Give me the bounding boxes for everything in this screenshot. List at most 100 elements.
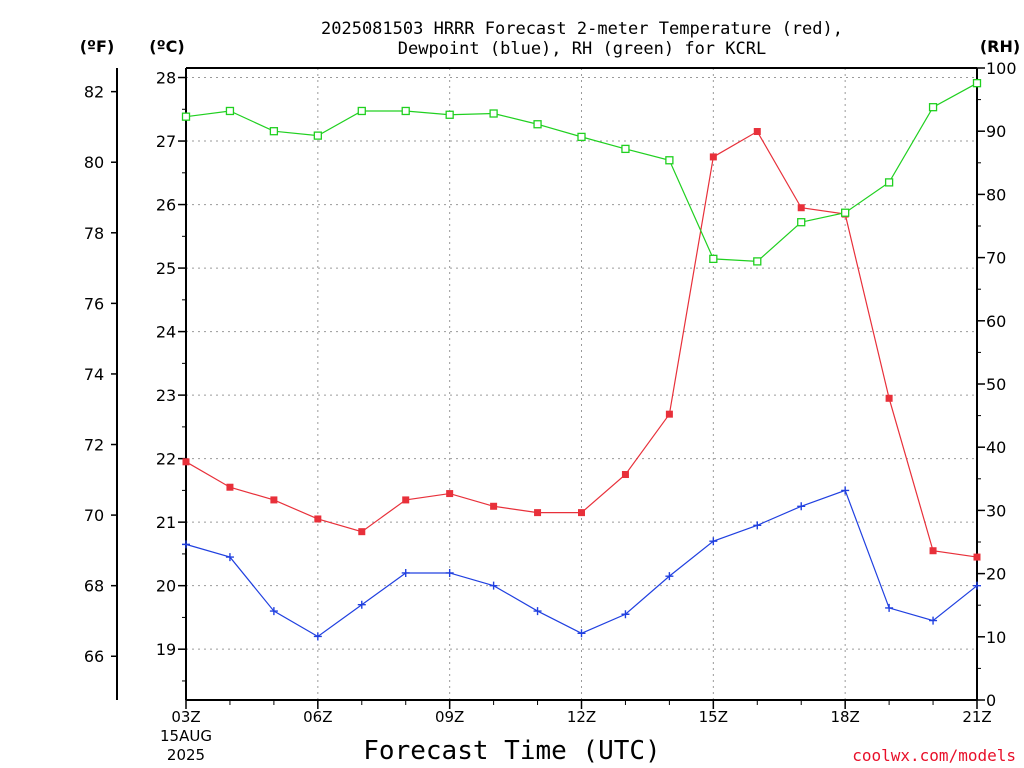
- rh-tick-label: 90: [986, 122, 1006, 141]
- x-tick-label: 12Z: [567, 708, 596, 726]
- rh-point: [225, 106, 235, 116]
- x-tick-date-label: 15AUG: [160, 727, 212, 745]
- rh-point: [181, 112, 191, 121]
- chart-title-line2: Dewpoint (blue), RH (green) for KCRL: [398, 39, 766, 59]
- x-tick-label: 21Z: [962, 708, 991, 726]
- temperature-point: [182, 458, 190, 466]
- rh-point: [709, 254, 718, 264]
- fahrenheit-tick-label: 80: [84, 153, 104, 172]
- fahrenheit-unit-label: (ºF): [80, 37, 115, 56]
- celsius-tick-label: 20: [156, 577, 176, 596]
- temperature-point: [358, 528, 366, 536]
- tick-labels: 19 20 21 22 23 24 25 26 27 28 66 68 70 72 74 76 78 80 82 0 1…: [84, 59, 1017, 764]
- temperature-point: [446, 490, 454, 498]
- rh-tick-label: 20: [986, 565, 1006, 584]
- rh-point: [928, 103, 938, 112]
- celsius-tick-label: 19: [156, 640, 176, 659]
- dewpoint-point: [577, 629, 586, 638]
- rh-point: [577, 132, 586, 142]
- dewpoint-point: [445, 568, 454, 577]
- rh-tick-label: 0: [986, 691, 996, 710]
- dewpoint-point: [621, 610, 630, 619]
- celsius-unit-label: (ºC): [149, 37, 184, 56]
- grid-lines: [185, 68, 978, 700]
- celsius-tick-label: 28: [156, 69, 176, 88]
- temperature-point: [885, 394, 893, 402]
- temperature-point: [490, 502, 498, 510]
- dewpoint-point: [357, 600, 366, 609]
- temperature-point: [929, 547, 937, 555]
- dewpoint-point: [489, 581, 498, 590]
- x-tick-year-label: 2025: [167, 746, 205, 764]
- series-line-2: [185, 82, 978, 263]
- dewpoint-point: [269, 607, 278, 616]
- dewpoint-point: [797, 502, 806, 511]
- dewpoint-point: [182, 540, 190, 549]
- dewpoint-point: [929, 616, 938, 625]
- x-tick-label: 09Z: [435, 708, 464, 726]
- series-layer: [181, 79, 982, 641]
- fahrenheit-tick-label: 72: [84, 436, 104, 455]
- temperature-point: [314, 515, 322, 523]
- rh-point: [313, 131, 322, 140]
- temperature-point: [402, 496, 410, 504]
- credit-text: coolwx.com/models: [852, 746, 1016, 765]
- rh-tick-label: 70: [986, 249, 1006, 268]
- celsius-tick-label: 24: [156, 323, 176, 342]
- dewpoint-point: [885, 603, 894, 612]
- rh-tick-label: 60: [986, 312, 1006, 331]
- rh-point: [841, 208, 850, 217]
- celsius-tick-label: 22: [156, 450, 176, 469]
- rh-point: [621, 144, 630, 154]
- celsius-tick-label: 26: [156, 196, 176, 215]
- fahrenheit-tick-label: 82: [84, 83, 104, 102]
- celsius-tick-label: 27: [156, 132, 176, 151]
- temperature-point: [578, 509, 585, 517]
- rh-point: [797, 218, 806, 227]
- celsius-tick-label: 25: [156, 259, 176, 278]
- rh-point: [753, 257, 762, 266]
- temperature-point: [621, 471, 629, 479]
- fahrenheit-tick-label: 78: [84, 224, 104, 243]
- rh-point: [357, 106, 366, 116]
- temperature-point: [709, 153, 717, 161]
- rh-tick-label: 50: [986, 375, 1006, 394]
- temperature-point: [226, 483, 234, 491]
- dewpoint-point: [709, 537, 718, 546]
- rh-point: [445, 110, 454, 119]
- x-tick-label: 15Z: [699, 708, 728, 726]
- temperature-point: [973, 553, 981, 561]
- dewpoint-point: [313, 632, 322, 641]
- temperature-point: [270, 496, 278, 504]
- fahrenheit-tick-label: 68: [84, 577, 104, 596]
- x-tick-label: 03Z: [171, 708, 200, 726]
- rh-point: [972, 79, 982, 88]
- rh-tick-label: 80: [986, 185, 1006, 204]
- celsius-tick-label: 23: [156, 386, 176, 405]
- dewpoint-point: [225, 553, 234, 562]
- temperature-point: [753, 128, 761, 136]
- rh-point: [269, 127, 279, 136]
- axes: [116, 67, 978, 701]
- fahrenheit-tick-label: 66: [84, 647, 104, 666]
- dewpoint-point: [533, 607, 542, 616]
- temperature-point: [534, 509, 542, 517]
- rh-point: [533, 120, 542, 129]
- x-tick-label: 06Z: [303, 708, 332, 726]
- dewpoint-point: [401, 568, 410, 577]
- rh-point: [401, 106, 410, 116]
- rh-tick-label: 30: [986, 501, 1006, 520]
- rh-point: [665, 156, 674, 165]
- x-tick-label: 18Z: [830, 708, 859, 726]
- fahrenheit-tick-label: 74: [84, 365, 104, 384]
- celsius-tick-label: 21: [156, 513, 176, 532]
- dewpoint-point: [665, 572, 674, 581]
- x-axis-label: Forecast Time (UTC): [363, 736, 660, 766]
- fahrenheit-tick-label: 76: [84, 294, 104, 313]
- fahrenheit-tick-label: 70: [84, 506, 104, 525]
- rh-unit-label: (RH): [980, 37, 1020, 56]
- temperature-point: [797, 204, 805, 212]
- chart-title-line1: 2025081503 HRRR Forecast 2-meter Tempera…: [321, 19, 843, 39]
- dewpoint-point: [753, 521, 762, 530]
